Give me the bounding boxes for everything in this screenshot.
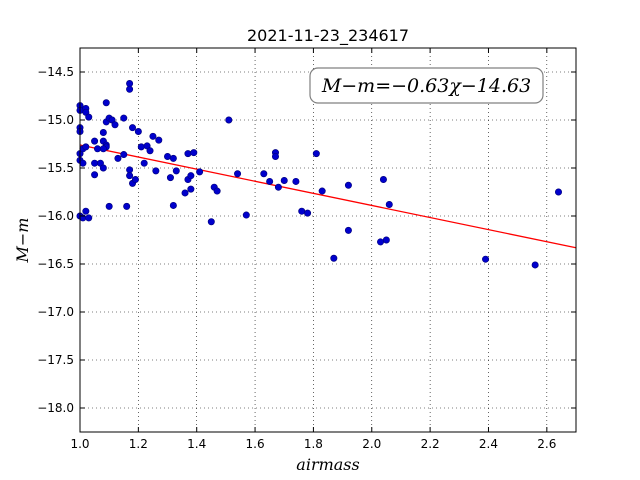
data-point: [149, 132, 157, 140]
data-point: [274, 183, 282, 191]
data-point: [482, 255, 490, 263]
data-point: [146, 147, 154, 155]
data-point: [172, 167, 180, 175]
data-point: [82, 207, 90, 215]
data-point: [554, 188, 562, 196]
data-point: [91, 171, 99, 179]
data-point: [207, 218, 215, 226]
data-point: [82, 143, 90, 151]
data-point: [126, 80, 134, 88]
x-tick-label: 1.6: [246, 437, 265, 451]
data-point: [85, 113, 93, 121]
data-point: [260, 170, 268, 178]
fit-line-group: [79, 144, 577, 249]
data-point: [91, 159, 99, 167]
x-tick-label: 2.4: [479, 437, 498, 451]
data-point: [330, 254, 338, 262]
data-point: [379, 176, 387, 184]
data-point: [94, 145, 102, 153]
data-point: [318, 187, 326, 195]
data-point: [129, 124, 137, 132]
data-point: [213, 187, 221, 195]
x-tick-label: 2.0: [362, 437, 381, 451]
data-point: [184, 150, 192, 158]
x-tick-label: 1.8: [304, 437, 323, 451]
data-point: [79, 159, 87, 167]
data-point: [169, 201, 177, 209]
data-point: [292, 177, 300, 185]
y-tick-label: −16.5: [37, 257, 74, 271]
x-tick-label: 1.0: [70, 437, 89, 451]
data-point: [312, 150, 320, 158]
data-point: [225, 116, 233, 124]
y-axis-label: M−m: [13, 218, 32, 264]
data-point: [126, 85, 134, 93]
data-point: [169, 154, 177, 162]
x-tick-label: 2.2: [421, 437, 440, 451]
data-point: [196, 168, 204, 176]
data-point: [152, 167, 160, 175]
data-point: [187, 185, 195, 193]
data-point: [377, 238, 385, 246]
x-tick-label: 1.4: [187, 437, 206, 451]
data-point: [120, 114, 128, 122]
y-tick-label: −15.0: [37, 113, 74, 127]
data-point: [234, 170, 242, 178]
data-point: [344, 181, 352, 189]
data-point: [304, 209, 312, 217]
data-point: [99, 128, 107, 136]
y-tick-label: −14.5: [37, 65, 74, 79]
data-point: [137, 143, 145, 151]
fit-equation-text: M−m=−0.63χ−14.63: [321, 75, 531, 97]
data-point: [120, 151, 128, 159]
y-tick-label: −15.5: [37, 161, 74, 175]
data-point: [99, 164, 107, 172]
y-tick-label: −16.0: [37, 209, 74, 223]
data-point: [531, 261, 539, 269]
y-tick-label: −17.0: [37, 305, 74, 319]
data-point: [187, 172, 195, 180]
x-tick-label: 2.6: [537, 437, 556, 451]
data-point: [298, 207, 306, 215]
data-point: [105, 202, 113, 210]
data-point: [382, 236, 390, 244]
data-point: [271, 152, 279, 160]
plot-frame: [79, 47, 577, 433]
fit-line: [79, 144, 577, 249]
axis-ticks: 1.0 1.2 1.4 1.6 1.8 2.0 2.2 2.4 2.6 −14.5 −15.0 −15…: [37, 48, 576, 451]
fit-equation-frame: [309, 67, 544, 104]
data-point: [91, 137, 99, 145]
data-point: [266, 177, 274, 185]
data-point: [164, 152, 172, 160]
data-point: [126, 166, 134, 174]
data-point: [114, 154, 122, 162]
y-tick-label: −17.5: [37, 353, 74, 367]
chart-title: 2021-11-23_234617: [247, 26, 409, 46]
x-tick-label: 1.2: [129, 437, 148, 451]
data-point: [181, 189, 189, 197]
data-point: [85, 214, 93, 222]
data-point: [155, 136, 163, 144]
data-point: [166, 174, 174, 182]
fit-equation-box: M−m=−0.63χ−14.63: [309, 67, 544, 104]
data-point: [123, 202, 131, 210]
data-point: [126, 172, 134, 180]
y-tick-label: −18.0: [37, 401, 74, 415]
data-point: [99, 145, 107, 153]
data-point: [111, 121, 119, 129]
x-axis-label: airmass: [296, 455, 359, 474]
data-point: [385, 200, 393, 208]
data-point: [140, 159, 148, 167]
data-point: [190, 149, 198, 157]
data-point: [242, 211, 250, 219]
data-points: [76, 80, 562, 269]
data-point: [131, 176, 139, 184]
grid-lines: [79, 48, 576, 432]
data-point: [102, 99, 110, 107]
data-point: [344, 226, 352, 234]
data-point: [134, 128, 142, 136]
data-point: [280, 176, 288, 184]
